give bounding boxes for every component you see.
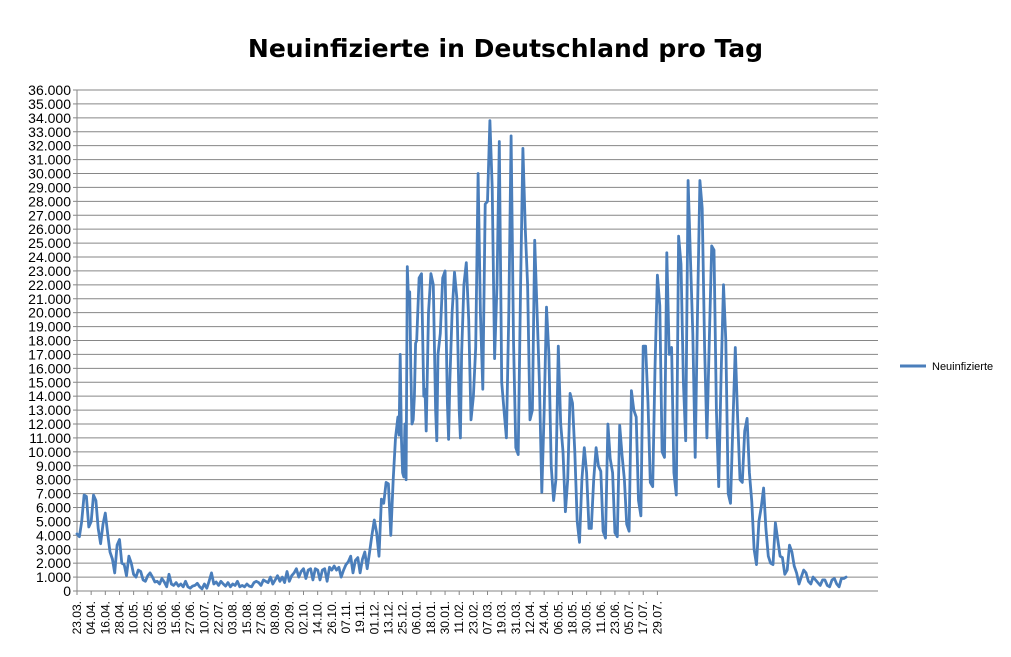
- y-tick-label: 4.000: [36, 527, 71, 543]
- y-tick-label: 30.000: [28, 166, 71, 182]
- y-tick-label: 28.000: [28, 193, 71, 209]
- legend-label-neuinfizierte: Neuinfizierte: [932, 361, 993, 373]
- y-tick-label: 1.000: [36, 569, 71, 585]
- x-tick-label: 11.02.: [452, 601, 466, 633]
- y-tick-label: 9.000: [36, 458, 71, 474]
- y-axis: 01.0002.0003.0004.0005.0006.0007.0008.00…: [28, 82, 78, 599]
- y-tick-label: 32.000: [28, 138, 71, 154]
- x-tick-label: 10.05.: [127, 601, 141, 634]
- x-tick-label: 31.03.: [509, 601, 523, 634]
- x-tick-label: 10.07.: [197, 601, 211, 634]
- x-tick-label: 14.10.: [311, 601, 325, 634]
- x-tick-label: 30.05.: [580, 601, 594, 634]
- x-tick-label: 03.06.: [155, 601, 169, 634]
- x-tick-label: 29.07.: [650, 601, 664, 634]
- legend: Neuinfizierte: [900, 361, 993, 373]
- x-tick-label: 13.12.: [381, 601, 395, 634]
- x-tick-label: 03.08.: [226, 601, 240, 634]
- x-tick-label: 07.11.: [339, 601, 353, 633]
- y-tick-label: 0: [63, 583, 71, 599]
- x-tick-label: 22.05.: [141, 601, 155, 634]
- y-tick-label: 5.000: [36, 513, 71, 529]
- x-tick-label: 08.09.: [268, 601, 282, 634]
- y-tick-label: 15.000: [28, 374, 71, 390]
- y-tick-label: 17.000: [28, 346, 71, 362]
- x-tick-label: 06.05.: [551, 601, 565, 634]
- x-tick-label: 27.08.: [254, 601, 268, 634]
- y-tick-label: 6.000: [36, 500, 71, 516]
- y-tick-label: 19.000: [28, 319, 71, 335]
- x-tick-label: 05.07.: [622, 601, 636, 634]
- y-tick-label: 3.000: [36, 541, 71, 557]
- x-tick-label: 23.06.: [608, 601, 622, 634]
- x-tick-label: 15.06.: [169, 601, 183, 634]
- x-tick-label: 23.02.: [466, 601, 480, 634]
- gridlines: [77, 89, 878, 578]
- x-tick-label: 07.03.: [481, 601, 495, 634]
- x-tick-label: 02.10.: [296, 601, 310, 634]
- x-tick-label: 11.06.: [594, 601, 608, 633]
- y-tick-label: 31.000: [28, 152, 71, 168]
- x-tick-label: 28.04.: [112, 601, 126, 634]
- y-tick-label: 25.000: [28, 235, 71, 251]
- y-tick-label: 10.000: [28, 444, 71, 460]
- y-tick-label: 8.000: [36, 472, 71, 488]
- x-tick-label: 17.07.: [636, 601, 650, 634]
- y-tick-label: 36.000: [28, 82, 71, 98]
- x-tick-label: 12.04.: [523, 601, 537, 634]
- x-tick-label: 20.09.: [282, 601, 296, 634]
- x-tick-label: 23.03.: [70, 601, 84, 634]
- y-tick-label: 34.000: [28, 110, 71, 126]
- y-tick-label: 16.000: [28, 360, 71, 376]
- y-tick-label: 22.000: [28, 277, 71, 293]
- y-tick-label: 21.000: [28, 291, 71, 307]
- y-tick-label: 11.000: [29, 430, 71, 446]
- y-tick-label: 13.000: [28, 402, 71, 418]
- x-tick-label: 18.01.: [424, 601, 438, 634]
- y-tick-label: 35.000: [28, 96, 71, 112]
- x-tick-label: 25.12.: [396, 601, 410, 634]
- y-tick-label: 20.000: [28, 305, 71, 321]
- y-tick-label: 14.000: [28, 388, 71, 404]
- x-tick-label: 30.01.: [438, 601, 452, 634]
- x-tick-label: 26.10.: [325, 601, 339, 634]
- y-tick-label: 7.000: [36, 486, 71, 502]
- chart-title: Neuinfizierte in Deutschland pro Tag: [247, 34, 764, 63]
- x-tick-label: 19.03.: [495, 601, 509, 634]
- y-tick-label: 24.000: [28, 249, 71, 265]
- x-tick-label: 16.04.: [98, 601, 112, 634]
- x-tick-label: 06.01.: [410, 601, 424, 634]
- x-tick-label: 01.12.: [367, 601, 381, 634]
- x-tick-label: 19.11.: [353, 601, 367, 633]
- y-tick-label: 33.000: [28, 124, 71, 140]
- y-tick-label: 26.000: [28, 221, 71, 237]
- x-axis: 23.03. 04.04. 16.04. 28.04. 10.05. 22.05. 03.0…: [70, 590, 878, 634]
- y-tick-label: 27.000: [28, 207, 71, 223]
- series-line-neuinfizierte: [75, 119, 848, 591]
- x-tick-label: 22.07.: [212, 601, 226, 634]
- y-tick-label: 23.000: [28, 263, 71, 279]
- y-tick-label: 2.000: [36, 555, 71, 571]
- y-tick-label: 29.000: [28, 179, 71, 195]
- x-tick-label: 04.04.: [84, 601, 98, 634]
- x-tick-label: 24.04.: [537, 601, 551, 634]
- x-tick-label: 18.05.: [565, 601, 579, 634]
- y-tick-label: 12.000: [28, 416, 71, 432]
- x-tick-label: 15.08.: [240, 601, 254, 634]
- y-tick-label: 18.000: [28, 333, 71, 349]
- series-layer: [75, 119, 848, 591]
- x-tick-label: 27.06.: [183, 601, 197, 634]
